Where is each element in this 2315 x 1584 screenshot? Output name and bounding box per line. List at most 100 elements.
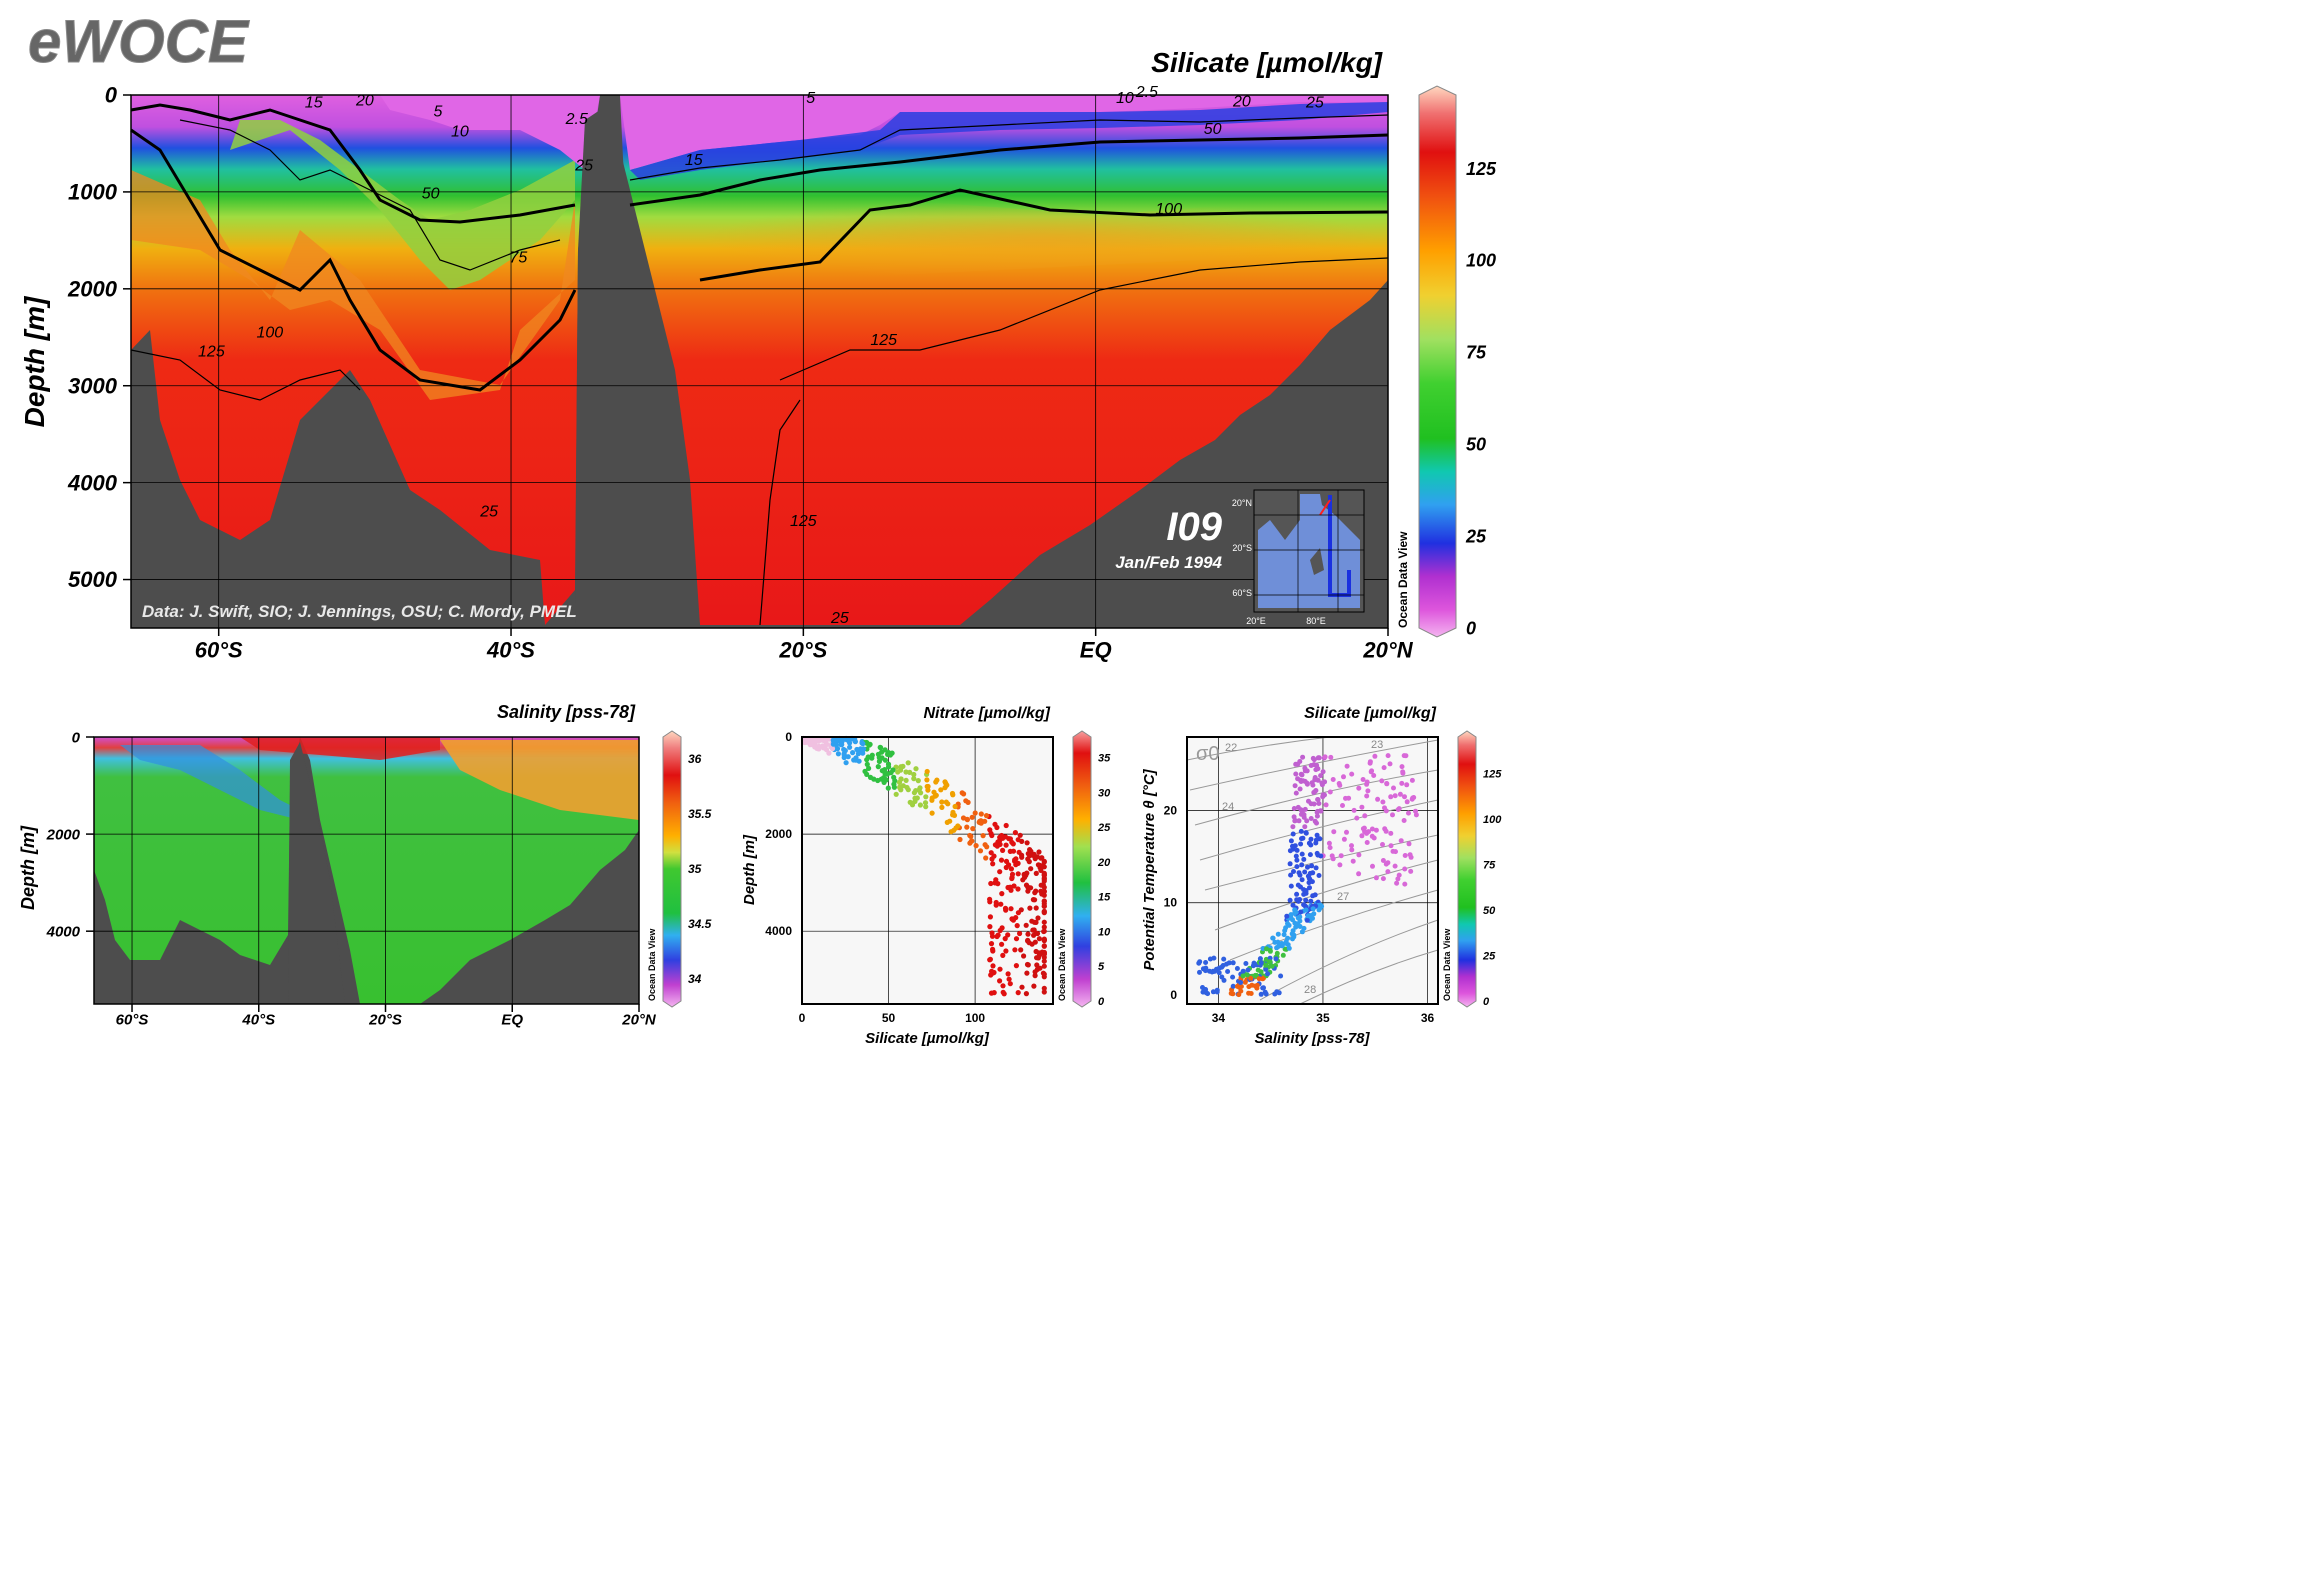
ts-point	[1314, 813, 1320, 819]
colorbar-tick-label: 10	[1098, 926, 1111, 938]
nitrate-point	[1038, 888, 1044, 894]
ts-point	[1288, 872, 1294, 878]
ts-point	[1279, 943, 1285, 949]
nitrate-point	[903, 777, 909, 784]
nitrate-point	[983, 813, 990, 819]
nitrate-point	[820, 743, 826, 749]
ts-density-label-27: 27	[1337, 891, 1349, 903]
ts-point	[1301, 902, 1307, 908]
ts-point	[1263, 962, 1269, 968]
ts-odv-label: Ocean Data View	[1442, 928, 1452, 1001]
ts-point	[1309, 863, 1315, 869]
ts-point	[1230, 960, 1236, 966]
nitrate-point	[885, 785, 891, 791]
ts-point	[1396, 872, 1402, 878]
ts-point	[1409, 796, 1415, 802]
nitrate-point	[938, 787, 944, 793]
ts-point	[1230, 991, 1236, 997]
nitrate-point	[1003, 948, 1009, 954]
colorbar-tick-label: 0	[1466, 618, 1476, 638]
nitrate-point	[939, 804, 945, 811]
nitrate-point	[847, 744, 853, 750]
nitrate-point	[1041, 924, 1047, 930]
nitrate-point	[923, 804, 929, 810]
main-plot-frame	[130, 94, 1389, 629]
nitrate-point	[1005, 971, 1011, 977]
ts-title: Silicate [µmol/kg]	[1304, 705, 1437, 722]
salinity-blue-tongue	[120, 745, 300, 820]
ts-point	[1349, 843, 1354, 849]
nitrate-title: Nitrate [µmol/kg]	[923, 705, 1050, 722]
main-odv-label: Ocean Data View	[1396, 531, 1410, 628]
contour-label: 100	[257, 324, 284, 341]
ts-point	[1308, 816, 1314, 821]
colorbar-tick-label: 25	[1482, 950, 1496, 962]
nitrate-point	[992, 842, 999, 848]
nitrate-point	[864, 761, 870, 768]
nitrate-point	[1032, 890, 1038, 896]
nitrate-point	[905, 787, 911, 793]
ts-point	[1293, 853, 1299, 859]
ts-point	[1380, 858, 1386, 863]
nitrate-point	[1000, 847, 1006, 854]
nitrate-point	[1032, 856, 1038, 862]
salinity-ridge	[288, 742, 345, 1004]
section-name: I09	[1166, 505, 1222, 549]
y-tick-label: 4000	[67, 470, 118, 495]
ts-point	[1240, 968, 1246, 974]
nitrate-point	[1008, 906, 1014, 912]
ts-point	[1298, 771, 1304, 777]
ts-point	[1216, 970, 1222, 976]
ts-point	[1315, 852, 1321, 858]
contour-label: 125	[790, 513, 817, 530]
main-x-axis: 60°S 40°S 20°S EQ 20°N	[195, 628, 1414, 663]
ts-point	[1406, 841, 1412, 847]
ts-point	[1270, 935, 1276, 941]
ts-point	[1398, 838, 1404, 844]
ts-point	[1291, 932, 1297, 938]
ts-point	[1275, 931, 1281, 937]
ts-point	[1302, 824, 1308, 830]
nitrate-point	[1007, 981, 1013, 987]
nitrate-point	[987, 956, 994, 962]
nitrate-point	[960, 815, 967, 821]
nitrate-point	[988, 990, 995, 996]
ts-point	[1337, 862, 1343, 868]
ts-point	[1356, 785, 1362, 791]
ts-point	[1294, 891, 1300, 897]
nitrate-point	[1041, 949, 1047, 956]
ts-point	[1402, 794, 1407, 800]
ts-point	[1298, 909, 1304, 915]
nitrate-ylabel: Depth [m]	[741, 834, 758, 905]
ts-density-label-24: 24	[1222, 801, 1234, 813]
main-low-silicate-band	[380, 95, 1388, 170]
contour-label: 20	[355, 93, 374, 110]
ts-point	[1313, 767, 1319, 773]
nitrate-point	[875, 777, 881, 784]
ts-point	[1365, 788, 1371, 794]
nitrate-point	[1012, 830, 1019, 836]
nitrate-point	[980, 833, 986, 839]
ts-point	[1234, 983, 1240, 989]
ts-point	[1408, 868, 1414, 874]
colorbar-tick-label: 25	[1465, 526, 1487, 546]
nitrate-y-axis: 0 2000 4000	[765, 730, 792, 938]
svg-text:80°E: 80°E	[1306, 616, 1326, 626]
ts-point	[1349, 771, 1355, 777]
ts-point	[1291, 814, 1297, 820]
ts-point	[1295, 804, 1301, 810]
ts-point	[1297, 786, 1303, 792]
nitrate-point	[1003, 842, 1009, 848]
nitrate-point	[1041, 871, 1047, 878]
colorbar-tick-label: 34.5	[688, 917, 712, 931]
ts-point	[1291, 869, 1296, 874]
nitrate-point	[1041, 985, 1047, 991]
ts-point	[1340, 803, 1345, 808]
ts-point	[1292, 910, 1298, 916]
nitrate-point	[1005, 932, 1011, 938]
nitrate-point	[968, 833, 974, 840]
ts-point	[1302, 778, 1308, 784]
ts-point	[1380, 876, 1386, 882]
ts-point	[1310, 893, 1316, 899]
